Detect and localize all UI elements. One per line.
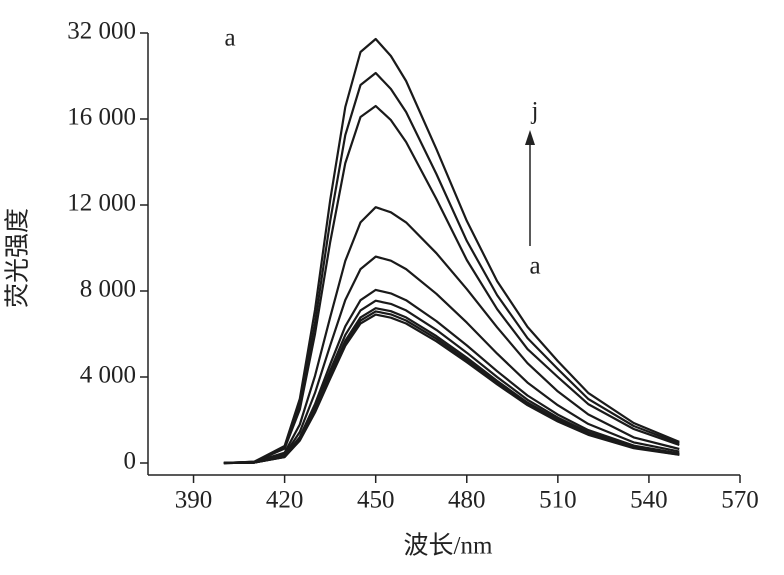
y-tick-label: 32 000 [67,18,136,45]
curve [223,206,680,465]
y-tick-label: 0 [124,448,137,475]
x-axis-label: 波长/nm [404,532,493,560]
annotation: a [224,25,235,52]
arrow-head [525,130,535,145]
y-tick-label: 4 000 [80,362,136,389]
curve [223,288,680,465]
x-tick-label: 450 [357,487,395,514]
y-tick-label: 16 000 [67,104,136,131]
x-tick-label: 480 [448,487,486,514]
curve [223,71,680,465]
curve [223,104,680,465]
x-tick-label: 390 [175,487,213,514]
curve [223,255,680,465]
annotation: j [531,98,539,125]
x-tick-label: 420 [266,487,304,514]
x-tick-label: 540 [630,487,668,514]
y-tick-label: 12 000 [67,190,136,217]
curve [223,37,680,465]
x-tick-label: 570 [721,487,759,514]
x-tick-label: 510 [539,487,577,514]
annotation: a [529,253,540,280]
y-tick-label: 8 000 [80,276,136,303]
y-axis-label: 荧光强度 [4,208,32,308]
